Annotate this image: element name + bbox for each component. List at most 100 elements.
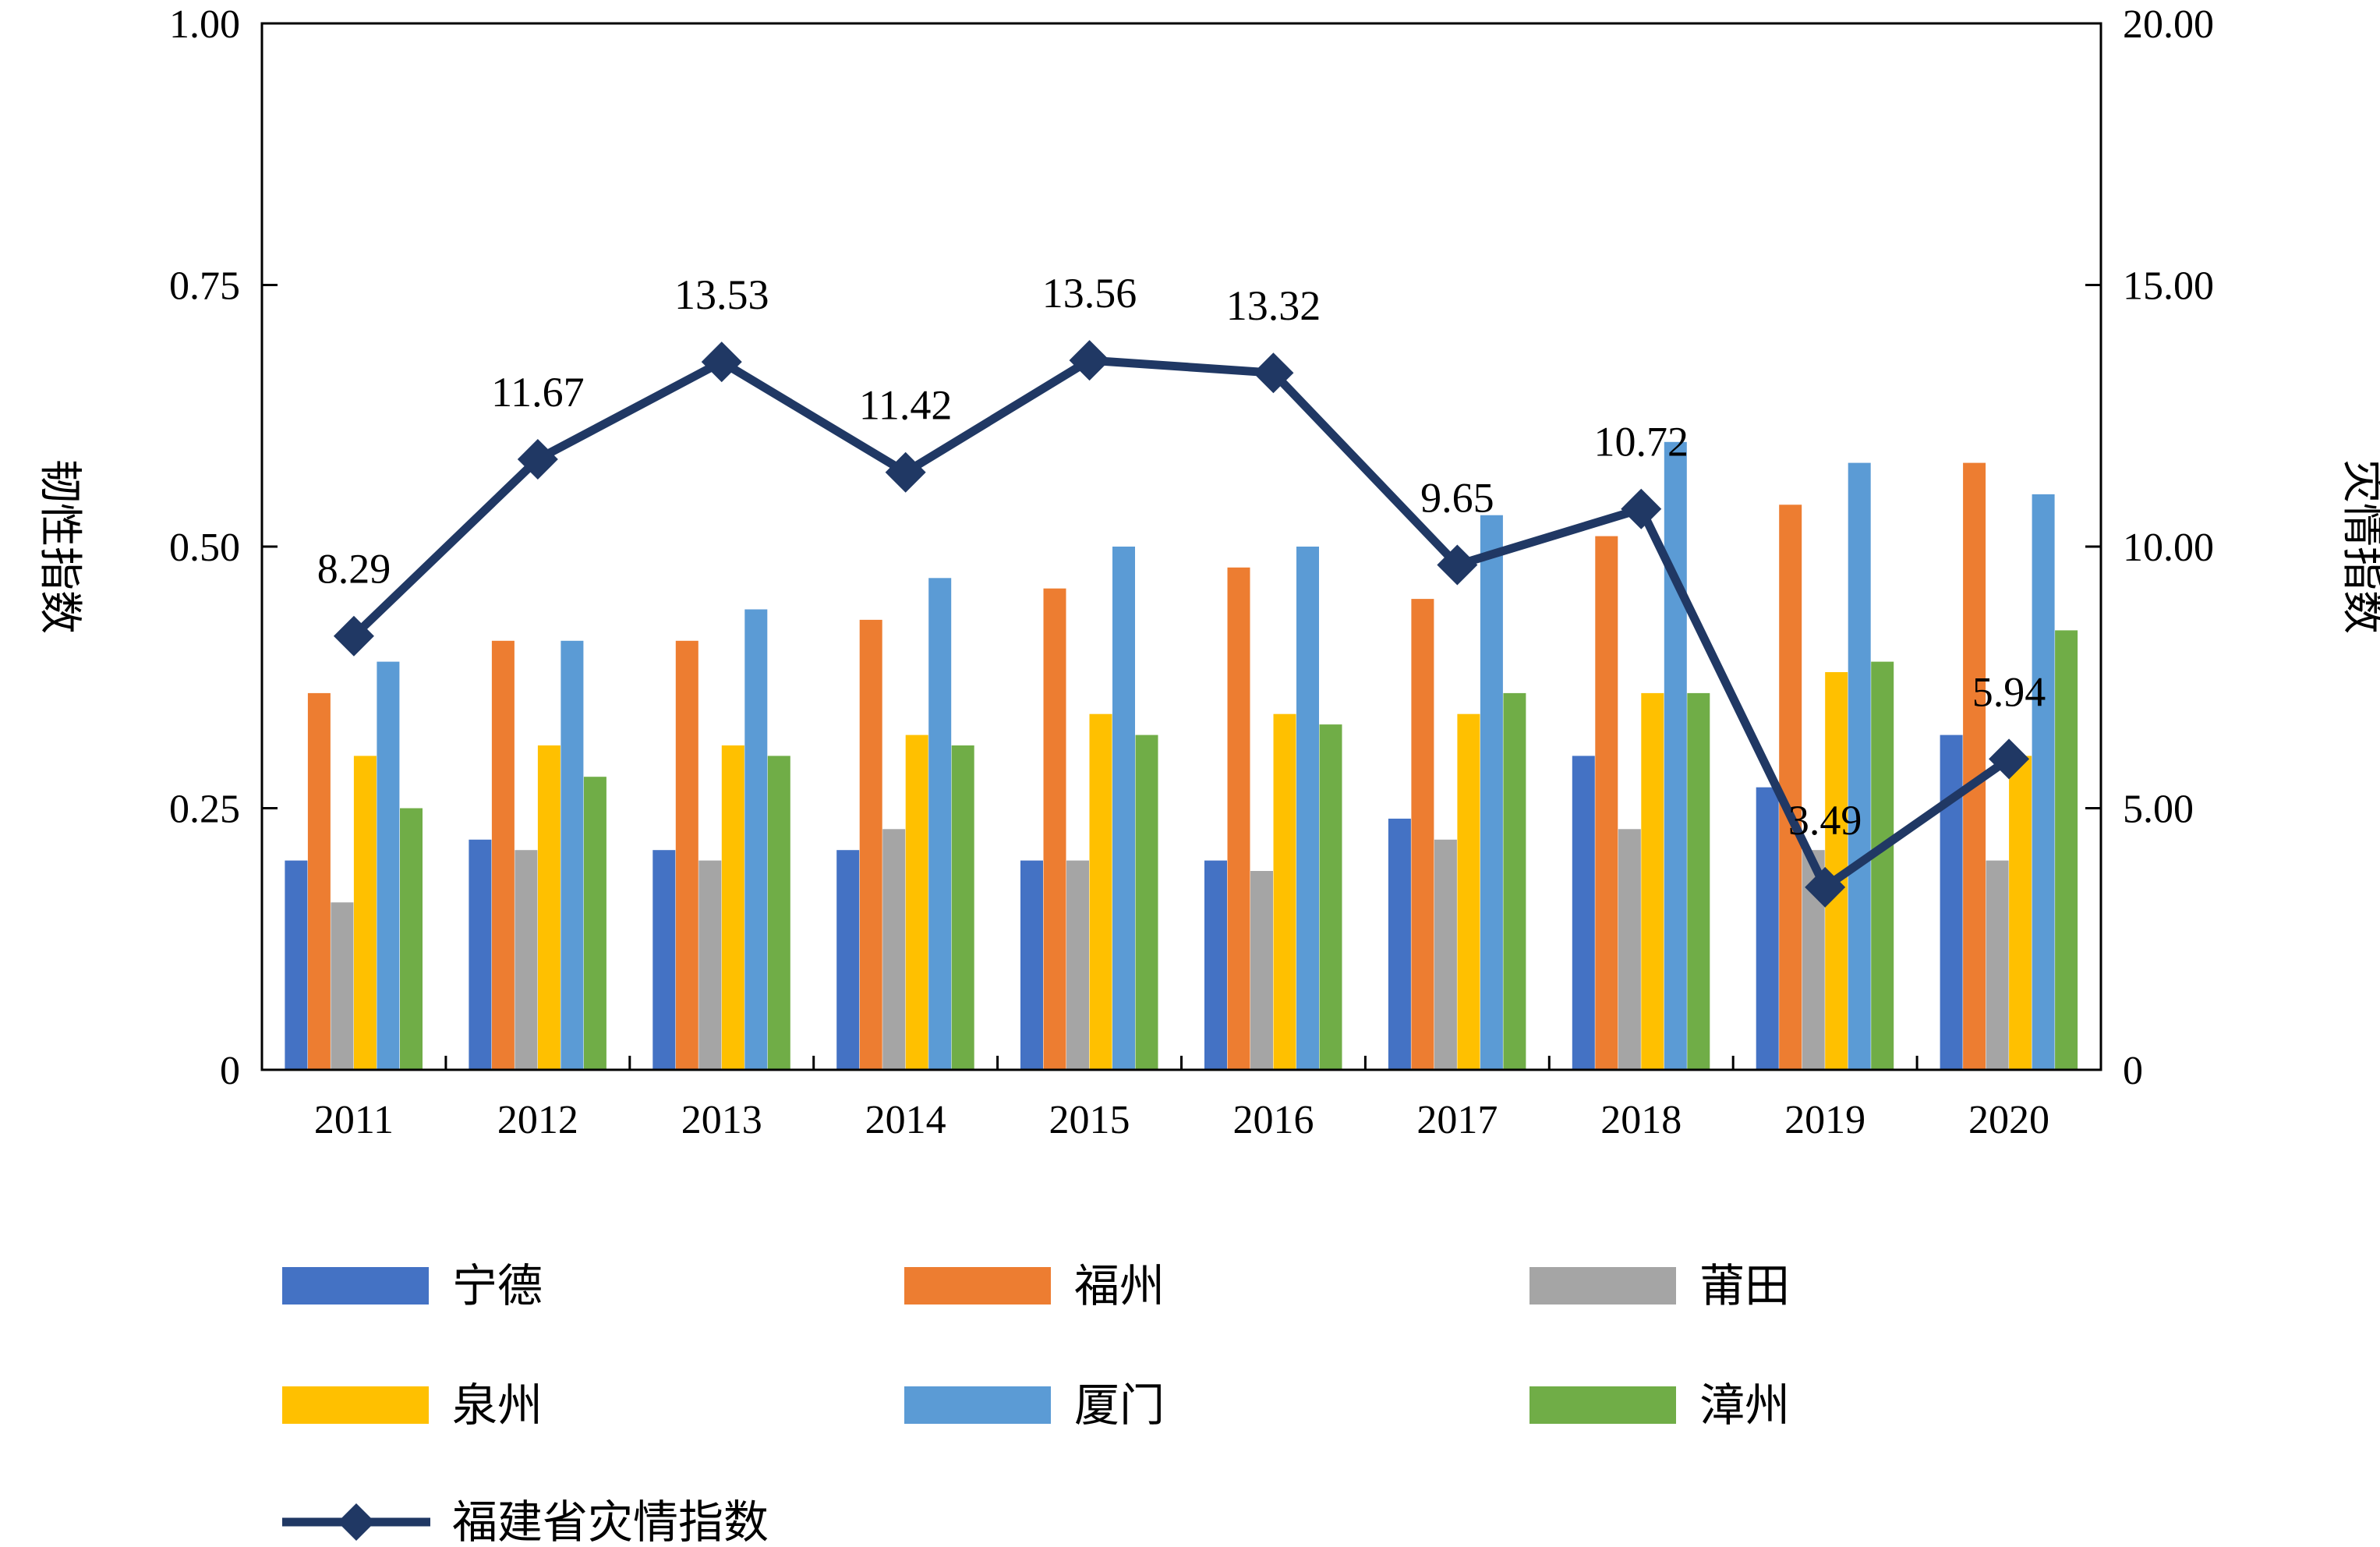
x-tick-label: 2011 — [314, 1098, 394, 1142]
left-tick-label: 0.75 — [169, 264, 240, 309]
bar-福州-2017 — [1411, 599, 1434, 1070]
bar-福州-2018 — [1595, 536, 1618, 1070]
bar-漳州-2015 — [1135, 735, 1158, 1070]
legend-swatch-泉州 — [282, 1386, 429, 1424]
bar-厦门-2019 — [1848, 462, 1871, 1070]
bar-泉州-2018 — [1641, 692, 1664, 1070]
bar-莆田-2013 — [698, 860, 722, 1070]
bar-莆田-2020 — [1986, 860, 2009, 1070]
bar-莆田-2016 — [1250, 871, 1273, 1070]
bar-漳州-2014 — [951, 745, 974, 1070]
right-tick-label: 15.00 — [2123, 264, 2214, 309]
bar-福州-2011 — [307, 692, 331, 1070]
line-point-2011 — [333, 615, 374, 657]
legend-label-莆田: 莆田 — [1699, 1259, 1790, 1312]
line-data-label-2015: 13.56 — [1042, 270, 1137, 317]
left-tick-label: 0.25 — [169, 788, 240, 832]
bar-莆田-2018 — [1618, 829, 1641, 1070]
x-tick-label: 2020 — [1968, 1098, 2049, 1142]
x-tick-label: 2014 — [865, 1098, 946, 1142]
right-tick-label: 10.00 — [2123, 526, 2214, 570]
bar-宁德-2020 — [1940, 735, 1963, 1070]
right-axis-title: 灾情指数 — [2338, 459, 2380, 634]
plot-frame — [260, 22, 2102, 1071]
bar-泉州-2017 — [1457, 713, 1480, 1070]
bar-宁德-2012 — [469, 839, 492, 1070]
line-point-2017 — [1437, 544, 1478, 586]
bar-漳州-2020 — [2055, 630, 2078, 1070]
x-tick-label: 2012 — [497, 1098, 578, 1142]
bar-漳州-2016 — [1319, 724, 1342, 1070]
bar-厦门-2014 — [928, 578, 952, 1070]
x-tick-label: 2015 — [1049, 1098, 1130, 1142]
bar-福州-2014 — [859, 619, 882, 1070]
line-data-label-2013: 13.53 — [674, 271, 769, 318]
right-tick-label: 0 — [2123, 1049, 2143, 1093]
bar-莆田-2014 — [882, 829, 906, 1070]
legend-swatch-莆田 — [1529, 1267, 1676, 1305]
bar-莆田-2011 — [331, 902, 354, 1070]
bar-福州-2015 — [1043, 588, 1066, 1070]
legend-swatch-厦门 — [904, 1386, 1051, 1424]
x-tick-label: 2013 — [681, 1098, 762, 1142]
line-point-2018 — [1621, 488, 1662, 529]
bar-厦门-2011 — [377, 661, 400, 1070]
legend-label-厦门: 厦门 — [1074, 1379, 1165, 1432]
x-tick-label: 2019 — [1784, 1098, 1865, 1142]
bar-福州-2012 — [491, 640, 515, 1070]
bar-泉州-2014 — [905, 735, 928, 1070]
legend-swatch-漳州 — [1529, 1386, 1676, 1424]
bar-泉州-2016 — [1273, 713, 1296, 1070]
bar-厦门-2015 — [1112, 547, 1135, 1070]
bar-漳州-2013 — [767, 756, 790, 1070]
bar-宁德-2017 — [1388, 818, 1411, 1070]
bar-泉州-2015 — [1089, 713, 1112, 1070]
left-tick-label: 0 — [220, 1049, 240, 1093]
bar-厦门-2012 — [561, 640, 584, 1070]
bars-layer — [285, 441, 2078, 1070]
bar-福州-2016 — [1227, 567, 1250, 1070]
line-data-label-2017: 9.65 — [1420, 474, 1494, 521]
line-layer: 8.29 11.67 13.53 11.42 13.56 13.32 9.65 10.72 3.… — [317, 270, 2046, 908]
bar-宁德-2018 — [1572, 756, 1595, 1070]
axes-layer: 0 0.25 0.50 0.75 1.00 0 5.00 10.00 15.00 20.00 201… — [35, 2, 2380, 1142]
line-point-2013 — [701, 342, 742, 383]
legend-swatch-福州 — [904, 1267, 1051, 1305]
bar-泉州-2013 — [721, 745, 744, 1070]
plot-border — [260, 22, 2102, 1071]
bar-厦门-2020 — [2032, 494, 2055, 1070]
line-point-2020 — [1989, 738, 2030, 780]
bar-宁德-2013 — [652, 850, 676, 1070]
bar-泉州-2020 — [2009, 756, 2032, 1070]
legend-label-福建省灾情指数: 福建省灾情指数 — [452, 1496, 769, 1543]
line-data-label-2019: 3.49 — [1788, 797, 1862, 844]
bar-宁德-2011 — [285, 860, 308, 1070]
left-tick-label: 0.50 — [169, 526, 240, 570]
right-tick-label: 20.00 — [2123, 2, 2214, 47]
line-point-2014 — [885, 451, 926, 493]
line-point-2012 — [517, 438, 558, 480]
line-data-label-2018: 10.72 — [1594, 419, 1689, 466]
bar-莆田-2015 — [1066, 860, 1089, 1070]
bar-莆田-2017 — [1434, 839, 1457, 1070]
legend-swatch-宁德 — [282, 1267, 429, 1305]
bar-厦门-2017 — [1480, 515, 1503, 1070]
bar-宁德-2016 — [1204, 860, 1227, 1070]
line-point-2019 — [1805, 866, 1846, 908]
bar-泉州-2011 — [353, 756, 377, 1070]
bar-漳州-2019 — [1871, 661, 1894, 1070]
bar-莆田-2012 — [515, 850, 538, 1070]
left-axis-title: 韧性指数 — [35, 459, 83, 634]
x-tick-label: 2017 — [1416, 1098, 1498, 1142]
right-tick-label: 5.00 — [2123, 788, 2194, 832]
bar-福州-2020 — [1963, 462, 1986, 1070]
bar-宁德-2014 — [836, 850, 860, 1070]
legend-label-福州: 福州 — [1074, 1259, 1165, 1312]
line-data-label-2011: 8.29 — [317, 546, 391, 593]
line-point-2015 — [1069, 340, 1110, 381]
legend-label-宁德: 宁德 — [452, 1259, 543, 1312]
bar-厦门-2016 — [1296, 547, 1319, 1070]
legend-label-漳州: 漳州 — [1699, 1379, 1790, 1432]
